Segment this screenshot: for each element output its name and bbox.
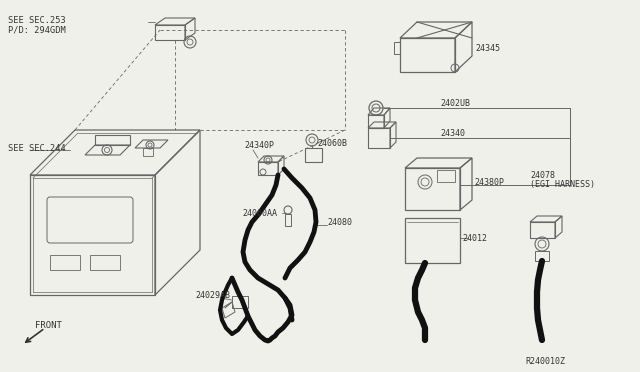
Bar [535,251,549,261]
Text: 24340: 24340 [440,128,465,138]
Text: 2402UB: 2402UB [440,99,470,108]
Text: 24060AA: 24060AA [242,208,277,218]
Text: 24078: 24078 [530,170,555,180]
Text: 24380P: 24380P [474,177,504,186]
Text: 24029AB: 24029AB [195,291,230,299]
Bar [285,214,291,226]
Text: R240010Z: R240010Z [525,357,565,366]
Text: FRONT: FRONT [35,321,62,330]
Bar [394,42,400,54]
Bar [50,255,80,270]
Text: P/D: 294GDM: P/D: 294GDM [8,26,66,35]
Bar [143,148,153,156]
Text: 24080: 24080 [327,218,352,227]
Text: 24345: 24345 [475,44,500,52]
Bar [437,170,455,182]
Text: 24012: 24012 [462,234,487,243]
Text: SEE SEC.244: SEE SEC.244 [8,144,66,153]
Text: 24340P: 24340P [244,141,274,150]
Text: 24060B: 24060B [317,138,347,148]
Bar [405,218,460,263]
Text: (EGI HARNESS): (EGI HARNESS) [530,180,595,189]
Bar [90,255,120,270]
Text: SEE SEC.253: SEE SEC.253 [8,16,66,25]
